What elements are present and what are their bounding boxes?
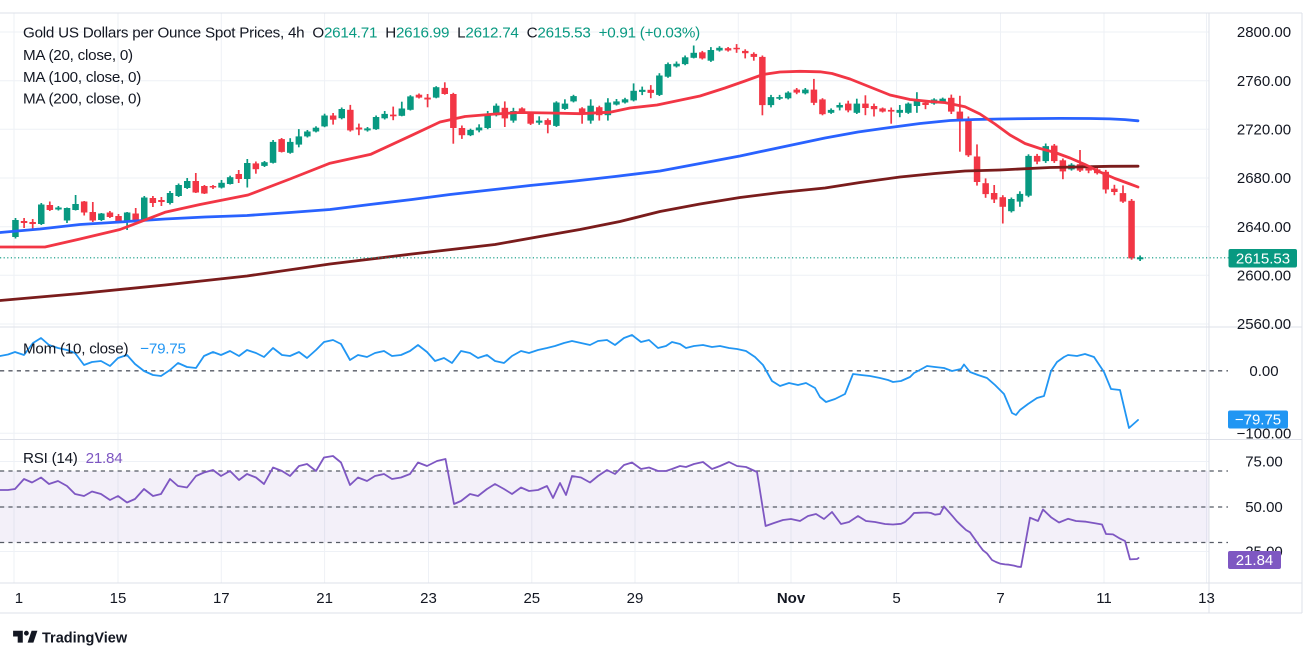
svg-text:Nov: Nov bbox=[777, 590, 806, 607]
svg-text:11: 11 bbox=[1096, 590, 1112, 607]
svg-text:−100.00: −100.00 bbox=[1237, 426, 1292, 443]
svg-text:2640.00: 2640.00 bbox=[1237, 219, 1291, 236]
svg-text:2600.00: 2600.00 bbox=[1237, 268, 1291, 285]
svg-text:−79.75: −79.75 bbox=[1235, 412, 1281, 429]
svg-text:5: 5 bbox=[892, 590, 900, 607]
svg-text:13: 13 bbox=[1198, 590, 1215, 607]
svg-text:23: 23 bbox=[420, 590, 437, 607]
svg-text:MA (100, close, 0): MA (100, close, 0) bbox=[23, 69, 141, 86]
svg-text:Mom (10, close) −79.75: Mom (10, close) −79.75 bbox=[23, 341, 186, 358]
svg-text:2680.00: 2680.00 bbox=[1237, 170, 1291, 187]
svg-text:50.00: 50.00 bbox=[1245, 499, 1283, 516]
svg-text:0.00: 0.00 bbox=[1249, 363, 1278, 380]
svg-text:MA (20, close, 0): MA (20, close, 0) bbox=[23, 47, 133, 64]
svg-text:25: 25 bbox=[523, 590, 540, 607]
svg-text:21.84: 21.84 bbox=[1236, 552, 1274, 569]
svg-text:2615.53: 2615.53 bbox=[1236, 250, 1290, 267]
svg-text:75.00: 75.00 bbox=[1245, 454, 1283, 471]
svg-text:2800.00: 2800.00 bbox=[1237, 24, 1291, 41]
svg-text:MA (200, close, 0): MA (200, close, 0) bbox=[23, 91, 141, 108]
svg-text:TradingView: TradingView bbox=[42, 631, 128, 647]
svg-text:17: 17 bbox=[213, 590, 230, 607]
svg-text:RSI (14) 21.84: RSI (14) 21.84 bbox=[23, 450, 122, 467]
svg-text:1: 1 bbox=[15, 590, 23, 607]
svg-text:15: 15 bbox=[110, 590, 127, 607]
svg-text:2560.00: 2560.00 bbox=[1237, 316, 1291, 333]
svg-text:2720.00: 2720.00 bbox=[1237, 122, 1291, 139]
svg-text:21: 21 bbox=[316, 590, 333, 607]
svg-text:2760.00: 2760.00 bbox=[1237, 73, 1291, 90]
svg-text:7: 7 bbox=[996, 590, 1004, 607]
svg-text:29: 29 bbox=[627, 590, 644, 607]
svg-text:Gold US Dollars per Ounce Spot: Gold US Dollars per Ounce Spot Prices, 4… bbox=[23, 25, 700, 42]
